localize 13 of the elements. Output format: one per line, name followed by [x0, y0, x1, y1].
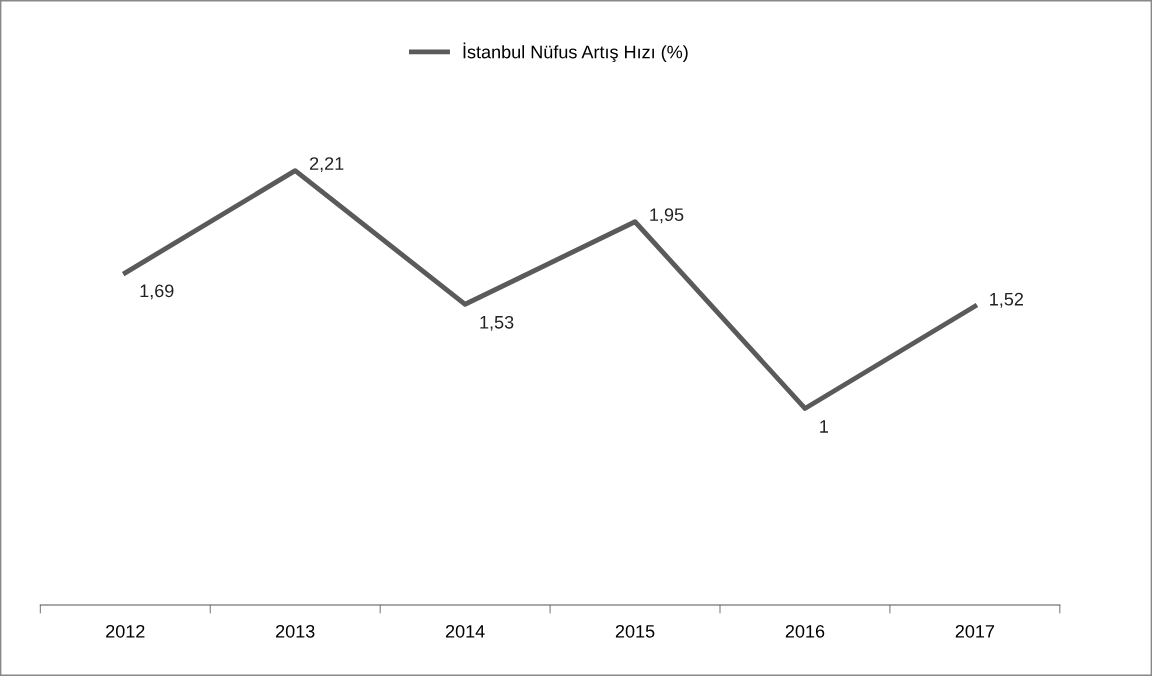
x-tick-label: 2016: [785, 624, 825, 638]
data-label: 1,52: [990, 292, 1023, 308]
data-label: 1,53: [480, 315, 514, 331]
data-label: 2,21: [310, 157, 344, 173]
x-tick-label: 2015: [615, 624, 655, 638]
x-tick-label: 2013: [276, 624, 315, 638]
data-label: 1,95: [650, 208, 684, 224]
x-tick-label: 2017: [955, 624, 995, 638]
x-tick-label: 2012: [106, 624, 145, 638]
x-tick-label: 2014: [445, 624, 485, 638]
data-label: 1: [820, 420, 829, 433]
data-label: 1,69: [140, 284, 174, 300]
legend-label: İstanbul Nüfus Artış Hızı (%): [463, 42, 688, 63]
